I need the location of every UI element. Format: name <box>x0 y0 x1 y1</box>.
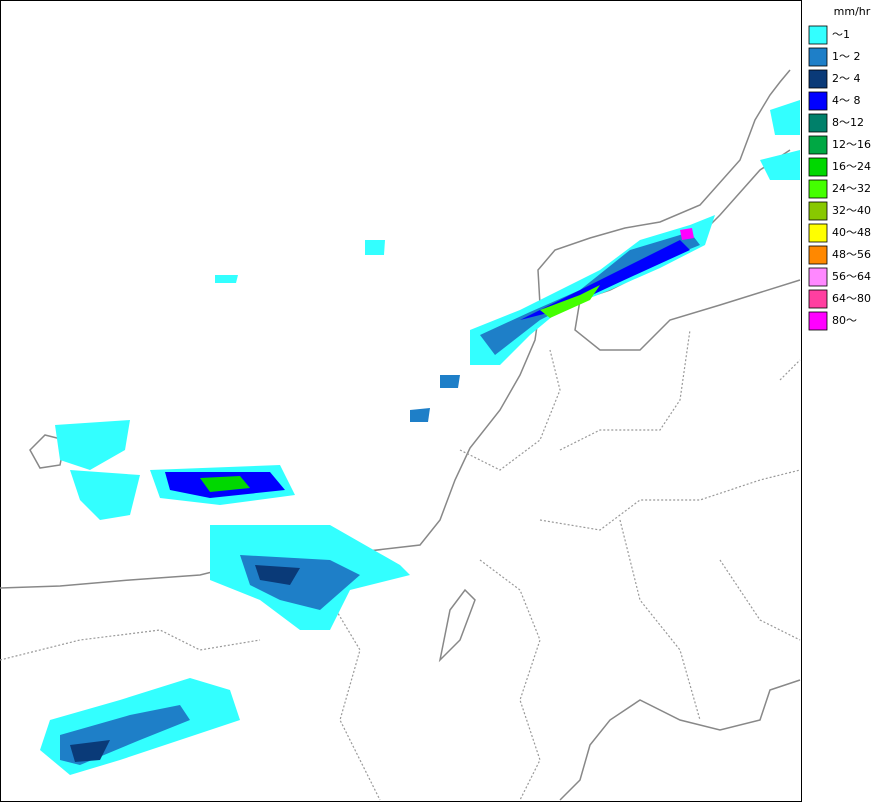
legend-label: 4～ 8 <box>832 94 861 107</box>
legend-label: 40～48 <box>832 226 871 239</box>
rain-echo <box>40 100 800 775</box>
legend-label: 56～64 <box>832 270 871 283</box>
legend-swatch <box>808 47 828 67</box>
legend-label: 2～ 4 <box>832 72 861 85</box>
legend-label: 8～12 <box>832 116 864 129</box>
legend-swatch <box>808 245 828 265</box>
prefecture-border <box>0 329 801 801</box>
legend-label: 1～ 2 <box>832 50 861 63</box>
legend-label: 32～40 <box>832 204 871 217</box>
legend-swatch <box>808 267 828 287</box>
legend-swatch <box>808 289 828 309</box>
legend-label: 64～80 <box>832 292 871 305</box>
map-frame <box>0 0 802 802</box>
legend: mm/hr ～1 1～ 2 2～ 4 4～ 8 8～12 12～16 16～24 24～32 3… <box>808 5 871 331</box>
legend-swatch <box>808 113 828 133</box>
coastline <box>559 679 801 801</box>
legend-swatch <box>808 69 828 89</box>
coastline <box>438 588 476 663</box>
legend-swatch <box>808 311 828 331</box>
legend-title: mm/hr <box>834 5 871 18</box>
legend-swatch <box>808 157 828 177</box>
legend-label: 12～16 <box>832 138 871 151</box>
legend-swatch <box>808 201 828 221</box>
legend-swatch <box>808 135 828 155</box>
map <box>0 0 802 802</box>
legend-swatch <box>808 179 828 199</box>
legend-swatch <box>808 91 828 111</box>
legend-label: 24～32 <box>832 182 871 195</box>
legend-swatch <box>808 25 828 45</box>
legend-label: ～1 <box>832 28 850 41</box>
legend-swatch <box>808 223 828 243</box>
legend-label: 48～56 <box>832 248 871 261</box>
legend-label: 80～ <box>832 314 857 327</box>
legend-label: 16～24 <box>832 160 871 173</box>
